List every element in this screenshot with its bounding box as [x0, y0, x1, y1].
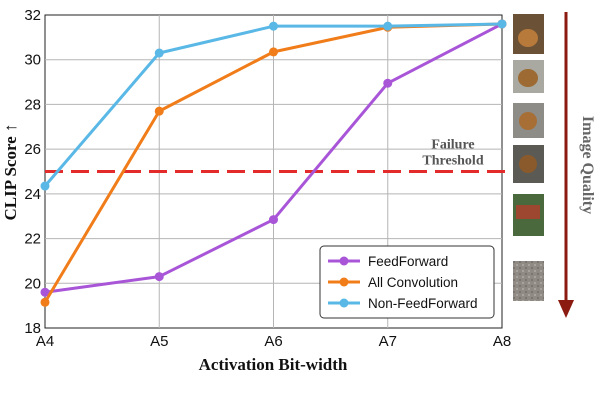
data-point: [154, 272, 164, 282]
x-tick-label: A5: [150, 333, 168, 350]
thumbnail-strip: [513, 14, 544, 301]
data-point: [269, 47, 278, 57]
legend: FeedForward All Convolution Non-FeedForwar…: [319, 245, 495, 319]
legend-label: All Convolution: [368, 275, 458, 290]
data-point: [497, 19, 507, 29]
legend-label: FeedForward: [368, 254, 448, 269]
data-point: [269, 21, 278, 31]
data-point: [154, 48, 164, 58]
y-axis-title: CLIP Score ↑: [1, 124, 20, 221]
x-tick-label: A8: [493, 333, 511, 350]
y-tick-label: 18: [24, 320, 41, 337]
series-group: [40, 19, 507, 307]
legend-swatch-marker: [339, 277, 349, 287]
legend-box: [319, 245, 495, 319]
data-point: [40, 181, 50, 191]
thumbnail-4-dog: [519, 155, 537, 173]
threshold-label-line1: Failure: [431, 138, 474, 153]
x-tick-label: A6: [264, 333, 282, 350]
legend-swatch-marker: [339, 256, 349, 266]
ticks-group: 18 20 22 24 26 28 30 32 A4 A5 A6 A7 A8: [24, 7, 511, 350]
thumbnail-1-dog: [518, 29, 538, 47]
legend-label: Non-FeedForward: [368, 296, 478, 311]
image-quality-label: Image Quality: [579, 116, 596, 214]
data-point: [383, 21, 393, 31]
data-point: [269, 215, 278, 225]
thumbnail-6: [513, 261, 544, 301]
image-quality-arrow: [558, 12, 574, 318]
y-tick-label: 28: [24, 96, 41, 113]
thumbnail-5-detail: [516, 205, 540, 219]
data-point: [40, 287, 50, 297]
data-point: [383, 78, 393, 88]
thumbnail-3-dog: [519, 112, 537, 130]
data-point: [154, 106, 164, 116]
y-tick-label: 24: [24, 186, 41, 203]
image-quality-arrow-head: [558, 300, 574, 318]
x-tick-label: A4: [36, 333, 54, 350]
legend-swatch-marker: [339, 298, 349, 308]
data-point: [40, 297, 50, 307]
y-tick-label: 20: [24, 275, 41, 292]
x-axis-title: Activation Bit-width: [199, 355, 348, 374]
thumbnail-2-dog: [518, 69, 538, 87]
y-tick-label: 26: [24, 141, 41, 158]
y-tick-label: 30: [24, 52, 41, 69]
threshold-label-line2: Threshold: [422, 154, 483, 169]
y-tick-label: 22: [24, 231, 41, 248]
y-tick-label: 32: [24, 7, 41, 24]
x-tick-label: A7: [379, 333, 397, 350]
